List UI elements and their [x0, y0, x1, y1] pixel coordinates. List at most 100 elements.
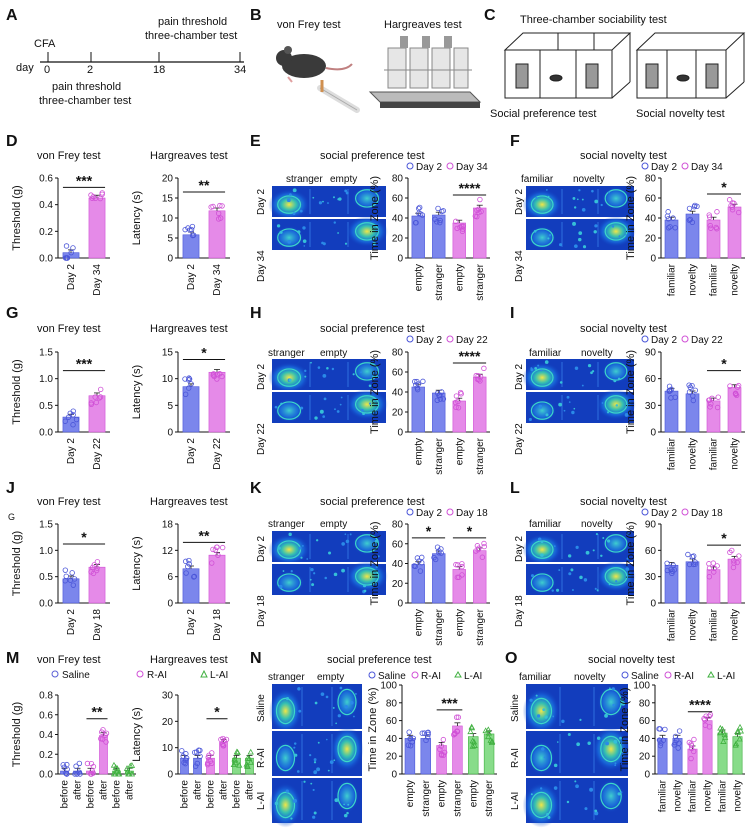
heatmap-row-label: Saline	[256, 694, 267, 722]
heatmap-cup-outline	[600, 782, 622, 810]
heatmap-trace	[547, 237, 550, 240]
heatmap-trace	[592, 549, 595, 552]
data-point	[479, 554, 486, 560]
y-tick-label: 0.5	[39, 401, 53, 412]
heatmap-trace	[593, 230, 597, 234]
data-point	[437, 219, 443, 226]
heatmap-trace	[590, 371, 593, 375]
y-tick-label: 0.4	[39, 730, 53, 741]
hargreaves-title: Hargreaves test	[150, 654, 228, 666]
timeline-top-line2: three-chamber test	[145, 30, 237, 42]
heatmap-trace	[312, 788, 315, 792]
data-point	[729, 207, 736, 213]
y-axis-label: Latency (s)	[131, 191, 143, 245]
data-point	[706, 561, 712, 567]
data-point	[469, 737, 476, 744]
heatmap-trace	[333, 572, 338, 577]
y-tick-label: 5	[167, 401, 173, 412]
heatmap-row-divider	[272, 217, 386, 219]
data-point	[73, 416, 80, 423]
heatmap-cup-outline	[355, 222, 380, 241]
heatmap-trace	[536, 210, 539, 212]
heatmap-row-label: Day 2	[514, 188, 525, 215]
heatmap-trace	[625, 567, 630, 571]
y-tick-label: 0	[397, 599, 403, 610]
social-preference-caption: Social preference test	[490, 108, 596, 120]
y-tick-label: 0.2	[39, 227, 53, 238]
panel-i-title: social novelty test	[580, 323, 667, 335]
von-frey-title: von Frey test	[37, 496, 101, 508]
heatmap-cup-outline	[277, 195, 302, 214]
y-tick-label: 20	[392, 408, 404, 419]
heatmap-trace	[310, 361, 312, 364]
data-point	[115, 770, 122, 777]
data-point	[416, 558, 422, 564]
heatmap-trace	[594, 811, 599, 816]
heatmap-cup-outline	[277, 368, 302, 387]
data-point	[686, 389, 693, 395]
heatmap-trace	[309, 578, 312, 581]
heatmap-trace	[585, 550, 590, 555]
data-point	[415, 205, 422, 212]
heatmap-trace	[596, 589, 599, 592]
data-point	[689, 382, 695, 389]
x-tick-label: before	[60, 780, 71, 809]
data-point	[246, 755, 253, 762]
legend-label: Day 2	[651, 162, 678, 173]
heatmap-trace	[619, 736, 622, 740]
x-tick-label: stranger	[475, 608, 486, 645]
heatmap-trace	[578, 237, 582, 242]
data-point	[94, 559, 101, 565]
panel-d: D von Frey test Hargreaves test	[6, 133, 228, 162]
heatmap-trace	[604, 713, 608, 718]
data-point	[183, 755, 190, 761]
legend-label: Saline	[631, 671, 659, 682]
heatmap-trace	[327, 769, 330, 772]
data-point	[419, 212, 426, 218]
y-tick-label: 0.0	[39, 599, 53, 610]
heatmap-trace	[553, 545, 556, 547]
data-point	[410, 735, 416, 742]
heatmap-panel-l: familiar novelty Day 2 Day 18	[514, 519, 636, 627]
heatmap-trace	[559, 381, 563, 384]
legend-marker	[406, 162, 414, 170]
data-point	[63, 770, 69, 777]
data-point	[64, 255, 70, 261]
heatmap-cup-outline	[355, 189, 380, 208]
heatmap-trace	[615, 404, 619, 407]
y-tick-label: 6	[167, 572, 173, 583]
heatmap-trace	[594, 809, 598, 813]
heatmap-trace	[288, 532, 292, 537]
data-point	[110, 761, 118, 768]
data-point	[186, 385, 192, 391]
heatmap-trace	[559, 243, 563, 247]
heatmap-hotspot	[269, 688, 302, 734]
chamber-box-icon	[503, 32, 632, 99]
data-point	[183, 570, 189, 576]
data-point	[223, 736, 230, 743]
heatmap-trace	[568, 572, 572, 576]
data-point	[423, 737, 429, 744]
bar-chart-j2: 0 6 12 18 Latency (s) Day 2 Day 18 **	[131, 520, 230, 641]
data-point	[711, 565, 717, 572]
heatmap-trace	[575, 545, 579, 550]
y-tick-label: 30	[645, 572, 657, 583]
timeline-day-label: day	[16, 62, 34, 74]
data-point	[729, 200, 736, 206]
heatmap-trace	[282, 570, 285, 572]
x-tick-label: empty	[413, 609, 424, 636]
significance-label: ***	[441, 695, 458, 711]
heatmap-trace	[297, 230, 301, 234]
heatmap-trace	[374, 539, 379, 544]
y-tick-label: 0	[167, 254, 173, 265]
bar-chart-l: 0 30 60 90 Time in Zone (%) familiar novelty fa…	[625, 508, 745, 641]
data-point	[475, 373, 481, 379]
data-point	[197, 753, 203, 760]
heatmap-trace	[354, 692, 357, 695]
heatmap-trace	[621, 751, 624, 753]
data-point	[703, 713, 709, 719]
significance-label: *	[201, 344, 207, 360]
legend-label: L-AI	[464, 671, 482, 682]
significance-label: *	[467, 523, 473, 539]
panel-j-sublabel: G	[8, 512, 15, 522]
